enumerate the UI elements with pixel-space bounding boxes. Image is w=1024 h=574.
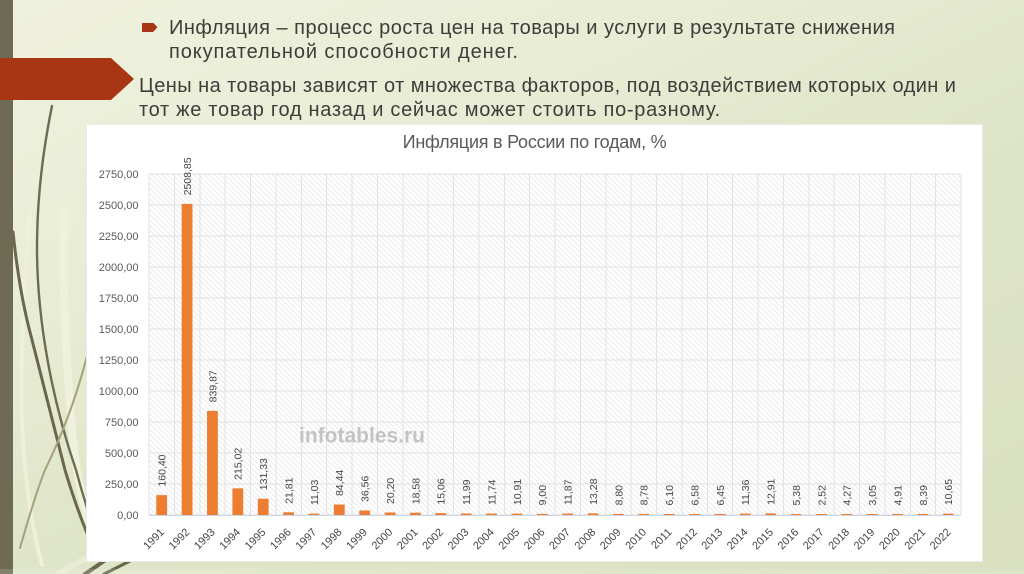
svg-text:10,65: 10,65 bbox=[943, 479, 955, 505]
svg-text:2015: 2015 bbox=[750, 526, 776, 552]
svg-text:250,00: 250,00 bbox=[105, 479, 139, 491]
svg-text:2017: 2017 bbox=[801, 526, 827, 552]
svg-text:1994: 1994 bbox=[217, 526, 243, 552]
svg-text:2500,00: 2500,00 bbox=[99, 200, 139, 212]
svg-text:2010: 2010 bbox=[623, 526, 649, 552]
svg-text:10,91: 10,91 bbox=[512, 479, 524, 505]
svg-text:2014: 2014 bbox=[725, 526, 751, 552]
svg-text:839,87: 839,87 bbox=[207, 370, 219, 402]
svg-text:2003: 2003 bbox=[446, 526, 472, 552]
svg-text:1995: 1995 bbox=[243, 526, 269, 552]
svg-text:2022: 2022 bbox=[928, 526, 954, 552]
svg-text:2000: 2000 bbox=[370, 526, 396, 552]
svg-text:2000,00: 2000,00 bbox=[99, 262, 139, 274]
svg-text:2006: 2006 bbox=[522, 526, 548, 552]
svg-text:11,99: 11,99 bbox=[461, 479, 473, 505]
svg-text:1993: 1993 bbox=[192, 526, 218, 552]
svg-text:11,87: 11,87 bbox=[563, 479, 575, 505]
svg-text:13,28: 13,28 bbox=[588, 478, 600, 504]
svg-text:2508,85: 2508,85 bbox=[182, 157, 194, 195]
svg-text:84,44: 84,44 bbox=[334, 470, 346, 496]
svg-text:11,36: 11,36 bbox=[740, 479, 752, 505]
svg-text:2001: 2001 bbox=[395, 526, 421, 552]
svg-text:2018: 2018 bbox=[826, 526, 852, 552]
svg-text:1750,00: 1750,00 bbox=[99, 293, 139, 305]
svg-text:2016: 2016 bbox=[776, 526, 802, 552]
svg-text:3,05: 3,05 bbox=[867, 485, 879, 506]
svg-text:2021: 2021 bbox=[902, 526, 928, 552]
svg-text:8,78: 8,78 bbox=[639, 485, 651, 506]
svg-text:2750,00: 2750,00 bbox=[99, 169, 139, 181]
svg-text:2012: 2012 bbox=[674, 526, 700, 552]
svg-text:500,00: 500,00 bbox=[105, 448, 139, 460]
svg-text:2,52: 2,52 bbox=[816, 485, 828, 506]
svg-text:131,33: 131,33 bbox=[258, 458, 270, 490]
svg-text:2007: 2007 bbox=[547, 526, 573, 552]
svg-text:21,81: 21,81 bbox=[283, 477, 295, 503]
svg-text:1999: 1999 bbox=[344, 526, 370, 552]
svg-text:6,45: 6,45 bbox=[715, 485, 727, 506]
svg-text:2004: 2004 bbox=[471, 526, 497, 552]
svg-text:2002: 2002 bbox=[420, 526, 446, 552]
svg-text:6,10: 6,10 bbox=[664, 485, 676, 506]
svg-text:160,40: 160,40 bbox=[157, 454, 169, 486]
svg-text:36,56: 36,56 bbox=[360, 476, 372, 502]
svg-text:2009: 2009 bbox=[598, 526, 624, 552]
svg-text:2020: 2020 bbox=[877, 526, 903, 552]
svg-text:1991: 1991 bbox=[141, 526, 167, 552]
svg-text:2005: 2005 bbox=[496, 526, 522, 552]
svg-text:1250,00: 1250,00 bbox=[99, 355, 139, 367]
svg-text:6,58: 6,58 bbox=[689, 485, 701, 506]
svg-text:11,74: 11,74 bbox=[486, 479, 498, 505]
svg-text:18,58: 18,58 bbox=[410, 478, 422, 504]
svg-text:9,00: 9,00 bbox=[537, 485, 549, 506]
svg-text:4,27: 4,27 bbox=[842, 485, 854, 506]
svg-text:2019: 2019 bbox=[852, 526, 878, 552]
svg-text:2011: 2011 bbox=[649, 526, 674, 551]
svg-text:2008: 2008 bbox=[573, 526, 599, 552]
svg-text:11,03: 11,03 bbox=[309, 479, 321, 505]
svg-text:4,91: 4,91 bbox=[892, 485, 904, 506]
svg-text:15,06: 15,06 bbox=[436, 478, 448, 504]
svg-text:2013: 2013 bbox=[699, 526, 725, 552]
svg-text:20,20: 20,20 bbox=[385, 478, 397, 504]
svg-text:12,91: 12,91 bbox=[766, 478, 778, 504]
svg-text:5,38: 5,38 bbox=[791, 485, 803, 506]
svg-text:2250,00: 2250,00 bbox=[99, 231, 139, 243]
svg-text:1992: 1992 bbox=[167, 526, 193, 552]
svg-text:1998: 1998 bbox=[319, 526, 345, 552]
svg-text:215,02: 215,02 bbox=[233, 448, 245, 480]
svg-text:1996: 1996 bbox=[268, 526, 294, 552]
svg-text:8,39: 8,39 bbox=[918, 485, 930, 506]
svg-text:1500,00: 1500,00 bbox=[99, 324, 139, 336]
svg-text:8,80: 8,80 bbox=[613, 485, 625, 506]
svg-text:infotables.ru: infotables.ru bbox=[299, 425, 425, 448]
svg-text:0,00: 0,00 bbox=[117, 510, 138, 522]
svg-text:1000,00: 1000,00 bbox=[99, 386, 139, 398]
svg-text:750,00: 750,00 bbox=[105, 417, 139, 429]
svg-text:1997: 1997 bbox=[293, 526, 319, 552]
